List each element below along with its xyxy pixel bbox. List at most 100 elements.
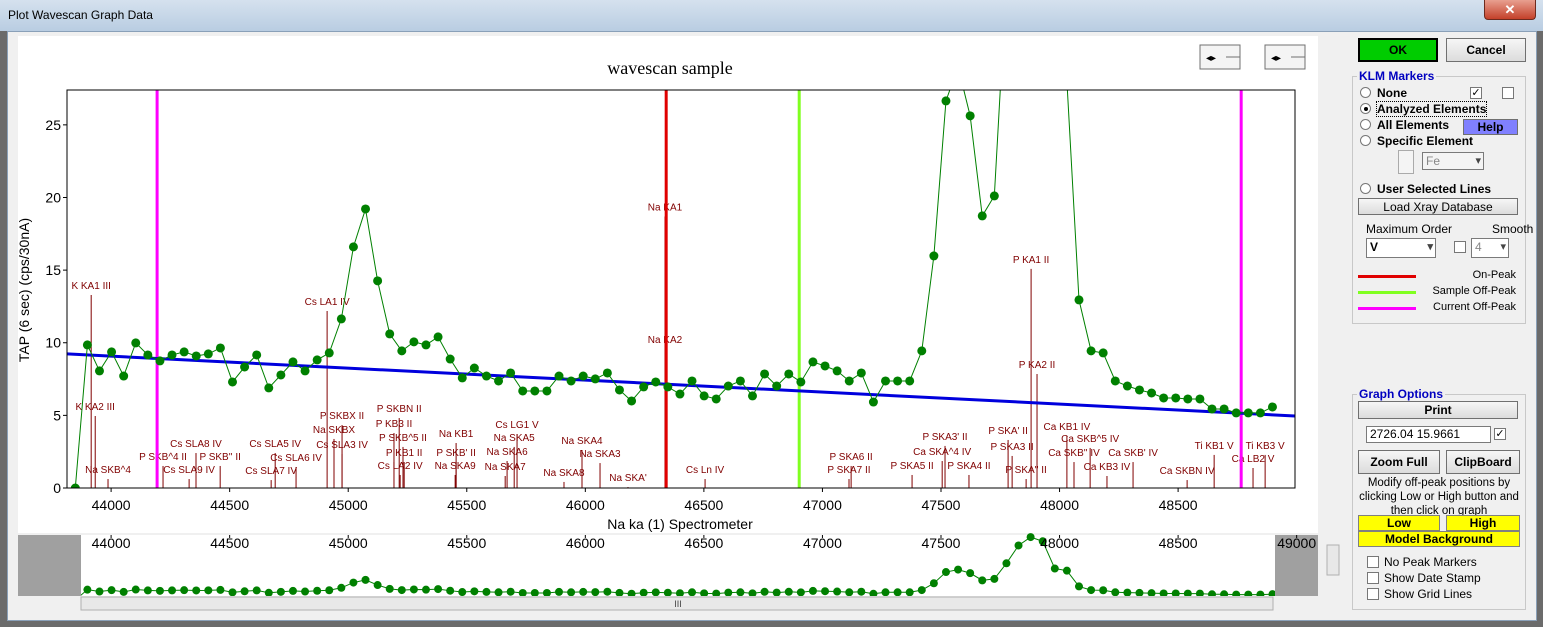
scroll-grip: III — [674, 599, 682, 609]
checkbox[interactable]: ✓ — [1494, 428, 1506, 440]
clipboard-button[interactable]: ClipBoard — [1446, 450, 1520, 474]
klm-label: P SKB'' II — [199, 452, 240, 463]
klm-label: Ca SKB'' IV — [1048, 448, 1100, 459]
overview-point — [530, 588, 539, 596]
data-point — [506, 368, 516, 378]
overview-point — [119, 587, 128, 596]
x-axis-label: Na ka (1) Spectrometer — [607, 516, 753, 532]
low-button[interactable]: Low — [1358, 515, 1440, 531]
data-point — [324, 348, 334, 358]
data-point — [1159, 393, 1169, 403]
print-button[interactable]: Print — [1358, 401, 1518, 419]
zoom-full-button[interactable]: Zoom Full — [1358, 450, 1440, 474]
plot-area: K KA1 III K KA2 III Na SKB^4 P SKB^4 II Cs S… — [67, 90, 1295, 488]
cancel-button[interactable]: Cancel — [1446, 38, 1526, 62]
overview-line — [81, 536, 1273, 596]
radio[interactable] — [1360, 103, 1371, 114]
data-point — [905, 376, 915, 386]
data-point — [820, 361, 830, 371]
data-point — [203, 349, 213, 359]
spinner[interactable] — [1398, 150, 1414, 174]
label: Smooth — [1492, 222, 1534, 236]
element-select[interactable]: Fe — [1422, 152, 1484, 170]
overview-point — [567, 588, 576, 596]
data-point — [627, 396, 637, 406]
data-point — [590, 374, 600, 384]
model-background-button[interactable]: Model Background — [1358, 531, 1520, 547]
klm-label: P SKA' II — [988, 426, 1028, 437]
radio[interactable] — [1360, 119, 1371, 130]
y-tick-label: 0 — [53, 480, 61, 496]
checkbox-label: No Peak Markers — [1384, 555, 1477, 569]
overview-point — [905, 588, 914, 596]
data-point — [893, 376, 903, 386]
overview-point — [143, 586, 152, 595]
overview-point — [1123, 588, 1132, 596]
overview-point — [252, 586, 261, 595]
window-title: Plot Wavescan Graph Data — [8, 8, 153, 22]
ok-button[interactable]: OK — [1358, 38, 1438, 62]
overview-point — [627, 589, 636, 596]
klm-label: Na SKA5 — [494, 433, 536, 444]
data-point — [1074, 295, 1084, 305]
data-point — [1267, 402, 1277, 412]
close-button[interactable]: ✕ — [1484, 0, 1536, 20]
x-tick-label: 44000 — [92, 497, 131, 513]
overview-point — [506, 587, 515, 596]
y-tick-label: 15 — [45, 262, 61, 278]
data-point — [965, 111, 975, 121]
overview-point — [349, 578, 358, 587]
checkbox-label: Show Grid Lines — [1384, 587, 1473, 601]
overview-point — [966, 569, 975, 578]
cursor-field[interactable]: 2726.04 15.9661 — [1366, 426, 1491, 443]
checkbox[interactable] — [1367, 572, 1379, 584]
overview-point — [434, 585, 443, 594]
klm-label: P SKA6 II — [830, 452, 873, 463]
overview-point — [1002, 559, 1011, 568]
checkbox[interactable]: ✓ — [1470, 87, 1482, 99]
overview-tick-label: 49000 — [1277, 535, 1316, 551]
overview-point — [555, 587, 564, 596]
data-point — [639, 382, 649, 392]
radio[interactable] — [1360, 183, 1371, 194]
overview-tick-label: 45500 — [447, 535, 486, 551]
overview-point — [1171, 589, 1180, 596]
klm-label: Cs SLA9 IV — [163, 465, 215, 476]
checkbox[interactable] — [1502, 87, 1514, 99]
load-db-button[interactable]: Load Xray Database — [1358, 198, 1518, 215]
klm-label: P SKA3' II — [922, 432, 967, 443]
overview-point — [385, 584, 394, 593]
data-point — [240, 362, 250, 372]
horizontal-scrollbar[interactable] — [80, 596, 1274, 611]
klm-label: P SKA4 II — [947, 461, 990, 472]
klm-label: Cs SLA8 IV — [170, 439, 222, 450]
max-order-select[interactable]: V — [1366, 238, 1436, 258]
scroll-arrows-left[interactable]: ◂▸ — [1199, 44, 1241, 70]
vertical-scrollbar[interactable] — [1326, 544, 1340, 576]
klm-label: Na SKA8 — [543, 468, 585, 479]
data-point — [760, 369, 770, 379]
klm-label: Na SKA' — [609, 473, 647, 484]
label: Maximum Order — [1366, 222, 1453, 236]
data-point — [94, 366, 104, 376]
overview-point — [204, 586, 213, 595]
smooth-select[interactable]: 4 — [1471, 238, 1509, 258]
data-point — [518, 386, 528, 396]
overview-point — [542, 588, 551, 596]
checkbox[interactable] — [1367, 588, 1379, 600]
help-button[interactable]: Help — [1463, 119, 1518, 135]
overview-point — [857, 587, 866, 596]
data-point — [1098, 348, 1108, 358]
checkbox[interactable] — [1367, 556, 1379, 568]
high-button[interactable]: High — [1446, 515, 1520, 531]
radio[interactable] — [1360, 87, 1371, 98]
klm-label: P KA1 II — [1013, 255, 1050, 266]
radio[interactable] — [1360, 135, 1371, 146]
overview-point — [192, 586, 201, 595]
scroll-arrows-right[interactable]: ◂▸ — [1264, 44, 1306, 70]
overview-point — [337, 583, 346, 592]
data-point — [663, 382, 673, 392]
checkbox[interactable] — [1454, 241, 1466, 253]
x-tick-label: 45000 — [329, 497, 368, 513]
klm-label: P SKB^5 II — [379, 433, 427, 444]
